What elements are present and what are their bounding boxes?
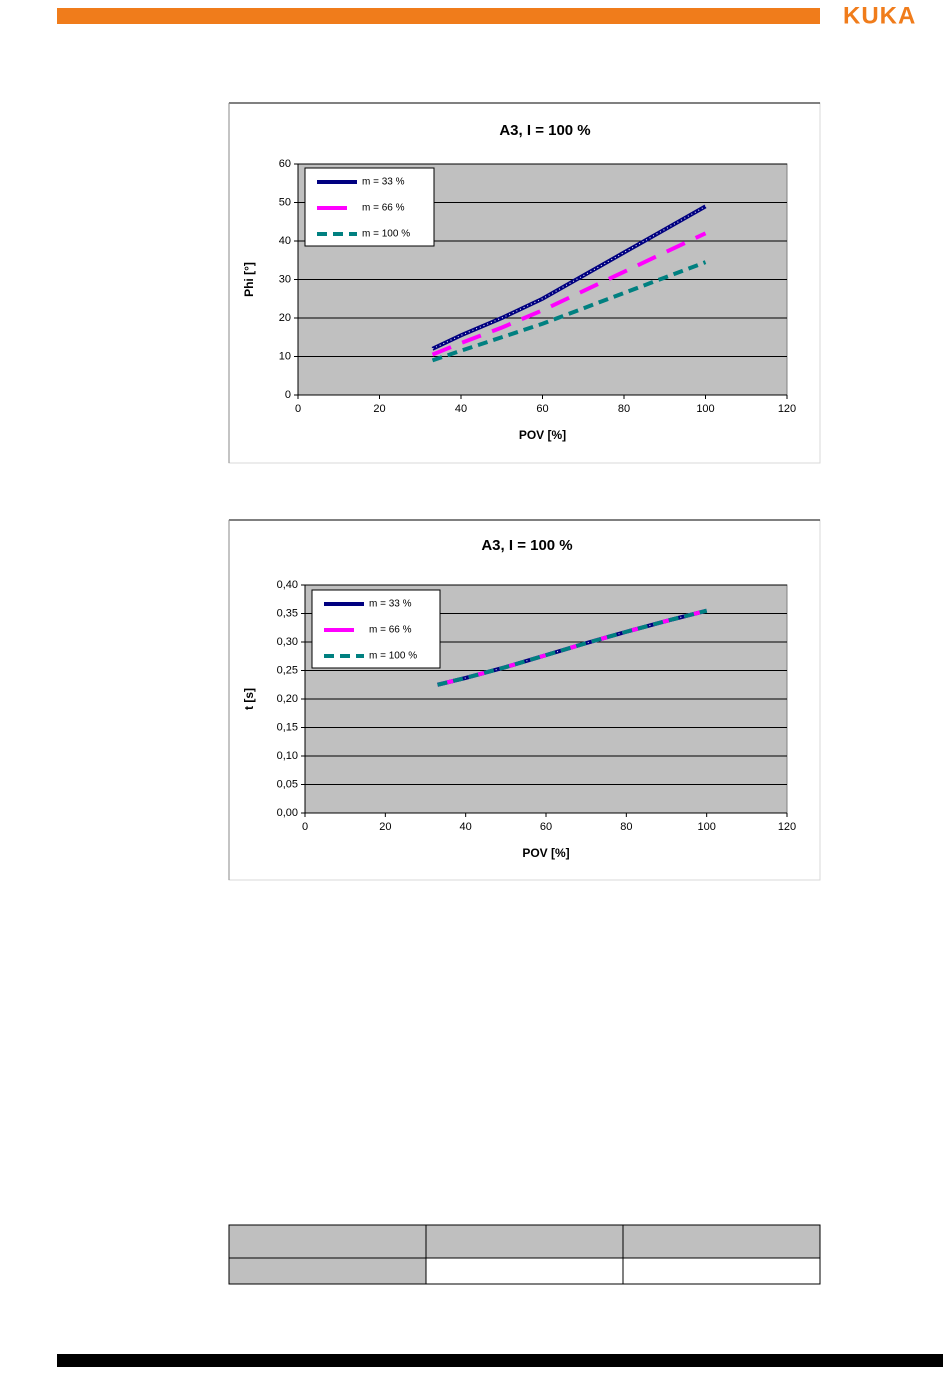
y-tick-label: 0,10 <box>277 750 298 762</box>
y-axis-title: Phi [°] <box>242 262 256 297</box>
y-tick-label: 40 <box>279 235 291 247</box>
series-dots <box>432 205 706 350</box>
series-line <box>437 608 708 687</box>
x-tick-label: 40 <box>455 403 467 415</box>
y-axis-title: t [s] <box>242 688 256 710</box>
y-tick-label: 50 <box>279 196 291 208</box>
y-tick-label: 0,15 <box>277 721 298 733</box>
x-tick-label: 60 <box>540 821 552 833</box>
chart-title: A3, I = 100 % <box>481 537 572 554</box>
legend-label: m = 66 % <box>369 625 412 636</box>
x-tick-label: 80 <box>620 821 632 833</box>
logo: KUKA <box>843 2 916 29</box>
legend-label: m = 33 % <box>362 177 405 188</box>
x-tick-label: 120 <box>778 821 796 833</box>
footer-bar <box>57 1354 943 1367</box>
chart-title: A3, I = 100 % <box>499 122 590 139</box>
y-tick-label: 0,35 <box>277 607 298 619</box>
x-tick-label: 60 <box>536 403 548 415</box>
y-tick-label: 0,20 <box>277 693 298 705</box>
x-tick-label: 80 <box>618 403 630 415</box>
series-line <box>431 231 707 357</box>
y-tick-label: 0,00 <box>277 807 298 819</box>
legend-label: m = 66 % <box>362 203 405 214</box>
x-tick-label: 20 <box>373 403 385 415</box>
y-tick-label: 30 <box>279 273 291 285</box>
y-tick-label: 60 <box>279 158 291 170</box>
y-tick-label: 0,05 <box>277 778 298 790</box>
header-bar <box>57 8 820 24</box>
x-tick-label: 40 <box>460 821 472 833</box>
legend-label: m = 100 % <box>362 229 410 240</box>
y-tick-label: 10 <box>279 350 291 362</box>
x-tick-label: 0 <box>295 403 301 415</box>
y-tick-label: 0,30 <box>277 636 298 648</box>
legend-label: m = 100 % <box>369 651 417 662</box>
y-tick-label: 0,40 <box>277 579 298 591</box>
y-tick-label: 0,25 <box>277 664 298 676</box>
table <box>228 1224 821 1285</box>
y-tick-label: 0 <box>285 389 291 401</box>
x-tick-label: 20 <box>379 821 391 833</box>
legend-label: m = 33 % <box>369 599 412 610</box>
x-tick-label: 100 <box>696 403 714 415</box>
x-tick-label: 120 <box>778 403 796 415</box>
x-axis-title: POV [%] <box>519 428 566 442</box>
series-line <box>431 260 707 363</box>
x-tick-label: 100 <box>697 821 715 833</box>
x-axis-title: POV [%] <box>522 846 569 860</box>
y-tick-label: 20 <box>279 312 291 324</box>
x-tick-label: 0 <box>302 821 308 833</box>
